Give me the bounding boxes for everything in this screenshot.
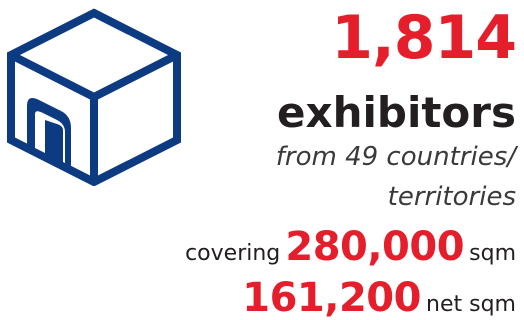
exhibitor-count: 1,814 — [331, 3, 517, 73]
exhibitors-label: exhibitors — [277, 88, 516, 137]
origin-line-2: territories — [387, 182, 516, 212]
net-area-row: 161,200 net sqm — [242, 276, 516, 320]
net-area-unit: net sqm — [426, 292, 516, 317]
gross-area-row: covering 280,000 sqm — [185, 222, 516, 280]
origin-line-1: from 49 countries/ — [275, 142, 516, 172]
gross-area-value: 280,000 — [285, 224, 465, 270]
gross-area-unit: sqm — [469, 241, 516, 266]
cube-with-door-icon — [6, 8, 181, 186]
net-area-value: 161,200 — [242, 275, 421, 320]
gross-area-prefix: covering — [185, 241, 281, 266]
